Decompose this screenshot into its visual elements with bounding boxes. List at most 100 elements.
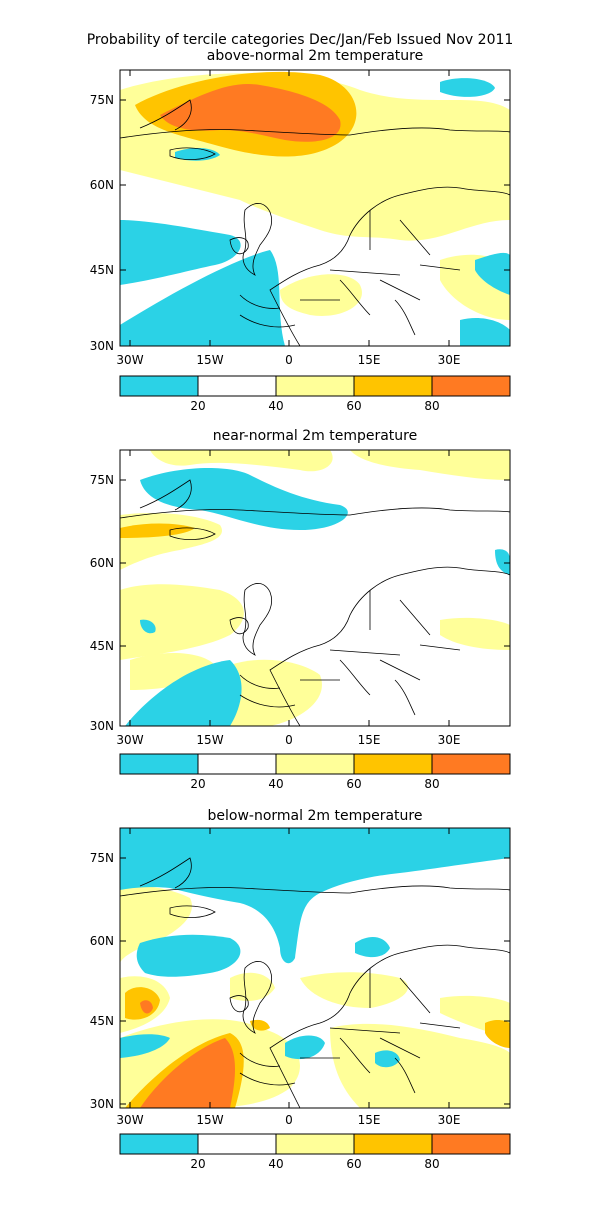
colorbar: 20 40 60 80 [119,753,511,791]
yellow-region [130,653,215,690]
cyan-region [140,468,348,530]
yellow-region [330,1023,510,1108]
lon-label: 0 [285,353,293,367]
cyan-region [140,619,156,634]
cyan-region [120,828,510,964]
colorbar-bin [197,753,277,775]
colorbar-bin [353,1133,433,1155]
colorbar-bin [119,753,199,775]
colorbar: 20 40 60 80 [119,1133,511,1171]
colorbar-label: 60 [346,777,361,791]
panel-above-subtitle: above-normal 2m temperature [206,48,424,64]
cyan-region [495,549,510,575]
cyan-region [475,252,510,295]
cyan-region [460,318,510,346]
lon-label: 15W [196,733,223,747]
lat-ticks [120,99,510,347]
colorbar-label: 40 [268,777,283,791]
colorbar: 20 40 60 80 [119,375,511,413]
coastlines [120,99,510,346]
map-frame [119,827,511,1109]
lat-ticks [120,857,510,1105]
lon-label: 15E [358,353,381,367]
panel-near-subtitle: near-normal 2m temperature [212,428,418,444]
lon-label: 15E [358,1113,381,1127]
yellow-region [120,584,244,660]
orange-yellow-region [250,1019,270,1031]
lon-label: 0 [285,733,293,747]
lat-label: 45N [90,263,114,277]
colorbar-bin [197,375,277,397]
colorbar-bin [119,375,199,397]
orange-region [140,1000,153,1014]
cyan-region [285,1035,325,1060]
yellow-region [120,886,192,963]
colorbar-label: 80 [424,777,439,791]
colorbar-label: 40 [268,399,283,413]
cyan-region [120,1034,170,1058]
colorbar-label: 20 [190,1157,205,1171]
cyan-region [136,934,241,977]
lat-label: 60N [90,178,114,192]
colorbar-label: 60 [346,1157,361,1171]
colorbar-bin [431,753,511,775]
orange-region [140,1038,235,1108]
panel-below-subtitle: below-normal 2m temperature [207,808,423,824]
orange-yellow-region [120,523,195,538]
orange-region [160,84,341,142]
coastlines [120,479,510,726]
yellow-region [280,274,362,316]
lat-label: 45N [90,1014,114,1028]
lat-label: 75N [90,473,114,487]
colorbar-bin [197,1133,277,1155]
colorbar-bin [119,1133,199,1155]
lon-label: 30E [438,1113,461,1127]
lon-ticks [129,828,450,1108]
panel-near-map: 30N 45N 60N 75N 30W 15W 0 15E 30E 20 40 60… [90,449,511,791]
lon-ticks [129,70,450,346]
lat-label: 60N [90,934,114,948]
yellow-region [150,450,333,472]
colorbar-label: 20 [190,399,205,413]
orange-yellow-region [485,1019,510,1048]
map-frame [119,69,511,347]
map-frame [119,449,511,727]
colorbar-bin [275,753,355,775]
lon-label: 30W [116,733,143,747]
colorbar-bin [353,375,433,397]
lat-label: 30N [90,339,114,353]
lon-label: 15W [196,1113,223,1127]
panel-below-map: 30N 45N 60N 75N 30W 15W 0 15E 30E 20 40 60… [90,827,511,1171]
yellow-region [230,972,275,1001]
lon-label: 15E [358,733,381,747]
lon-label: 0 [285,1113,293,1127]
yellow-region [300,972,409,1008]
lon-label: 30W [116,1113,143,1127]
lon-label: 30E [438,733,461,747]
lon-label: 15W [196,353,223,367]
figure-title: Probability of tercile categories Dec/Ja… [86,32,514,48]
colorbar-bin [275,1133,355,1155]
lat-label: 45N [90,639,114,653]
lat-ticks [120,479,510,727]
colorbar-bin [353,753,433,775]
lat-label: 75N [90,93,114,107]
colorbar-bin [275,375,355,397]
yellow-region [440,617,510,650]
lat-label: 30N [90,719,114,733]
lon-ticks [129,450,450,726]
panel-above-map: 30N 45N 60N 75N 30W 15W 0 15E 30E 20 40 60… [90,69,511,413]
cyan-region [355,936,390,958]
yellow-region [350,450,510,480]
lat-label: 75N [90,851,114,865]
cyan-region [375,1050,400,1068]
coastlines [120,857,510,1108]
colorbar-label: 80 [424,1157,439,1171]
yellow-region [230,659,322,726]
lat-label: 60N [90,556,114,570]
colorbar-label: 60 [346,399,361,413]
cyan-region [120,250,285,346]
cyan-region [440,78,495,97]
cyan-region [120,220,241,285]
lon-label: 30W [116,353,143,367]
